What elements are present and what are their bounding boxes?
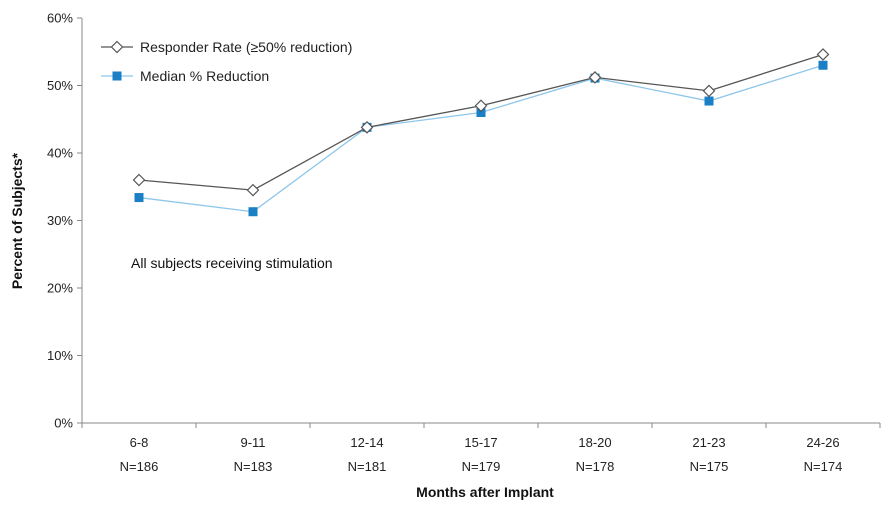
x-tick-label: 9-11 xyxy=(240,435,265,450)
legend-marker xyxy=(112,71,122,81)
data-point xyxy=(476,108,486,117)
legend-label: Responder Rate (≥50% reduction) xyxy=(140,39,352,55)
data-point xyxy=(134,193,144,203)
data-point xyxy=(132,173,146,187)
y-tick-label: 50% xyxy=(47,78,73,93)
data-point xyxy=(702,84,716,98)
data-point xyxy=(588,71,602,84)
x-tick-sublabel: N=174 xyxy=(804,459,843,474)
data-point xyxy=(360,121,374,134)
y-axis-title: Percent of Subjects* xyxy=(9,152,25,289)
x-tick-sublabel: N=183 xyxy=(234,459,273,474)
x-tick-sublabel: N=175 xyxy=(690,459,729,474)
y-tick-label: 30% xyxy=(47,213,73,228)
y-axis-ticks: 0% 10% 20% 30% 40% 50% 60% xyxy=(47,11,82,431)
series-responder-rate xyxy=(132,48,830,197)
y-tick-label: 40% xyxy=(47,146,73,161)
data-point xyxy=(246,183,260,197)
x-tick-sublabel: N=181 xyxy=(348,459,387,474)
x-axis-ticks: 6-8 N=186 9-11 N=183 12-14 N=181 15-17 N=179 18-… xyxy=(81,423,881,474)
data-point xyxy=(474,99,488,113)
x-tick-label: 12-14 xyxy=(350,435,383,450)
x-tick-sublabel: N=178 xyxy=(576,459,615,474)
y-tick-label: 10% xyxy=(47,348,73,363)
x-tick-sublabel: N=186 xyxy=(120,459,159,474)
x-tick-label: 24-26 xyxy=(806,435,839,450)
y-tick-label: 60% xyxy=(47,11,73,26)
x-tick-label: 6-8 xyxy=(130,435,149,450)
legend-label: Median % Reduction xyxy=(140,68,269,84)
legend: Responder Rate (≥50% reduction) Median % … xyxy=(101,39,352,84)
x-axis-title: Months after Implant xyxy=(416,484,554,500)
legend-marker xyxy=(110,40,124,54)
data-point xyxy=(818,60,828,70)
y-tick-label: 20% xyxy=(47,281,73,296)
chart-annotation: All subjects receiving stimulation xyxy=(131,255,333,271)
y-tick-label: 0% xyxy=(54,416,73,431)
data-point xyxy=(816,48,830,61)
x-tick-label: 21-23 xyxy=(692,435,725,450)
x-tick-label: 15-17 xyxy=(464,435,497,450)
x-tick-label: 18-20 xyxy=(578,435,611,450)
x-tick-sublabel: N=179 xyxy=(462,459,501,474)
data-point xyxy=(704,96,714,106)
series-median-reduction xyxy=(134,60,828,217)
series-layer xyxy=(132,48,830,217)
data-point xyxy=(248,207,258,217)
